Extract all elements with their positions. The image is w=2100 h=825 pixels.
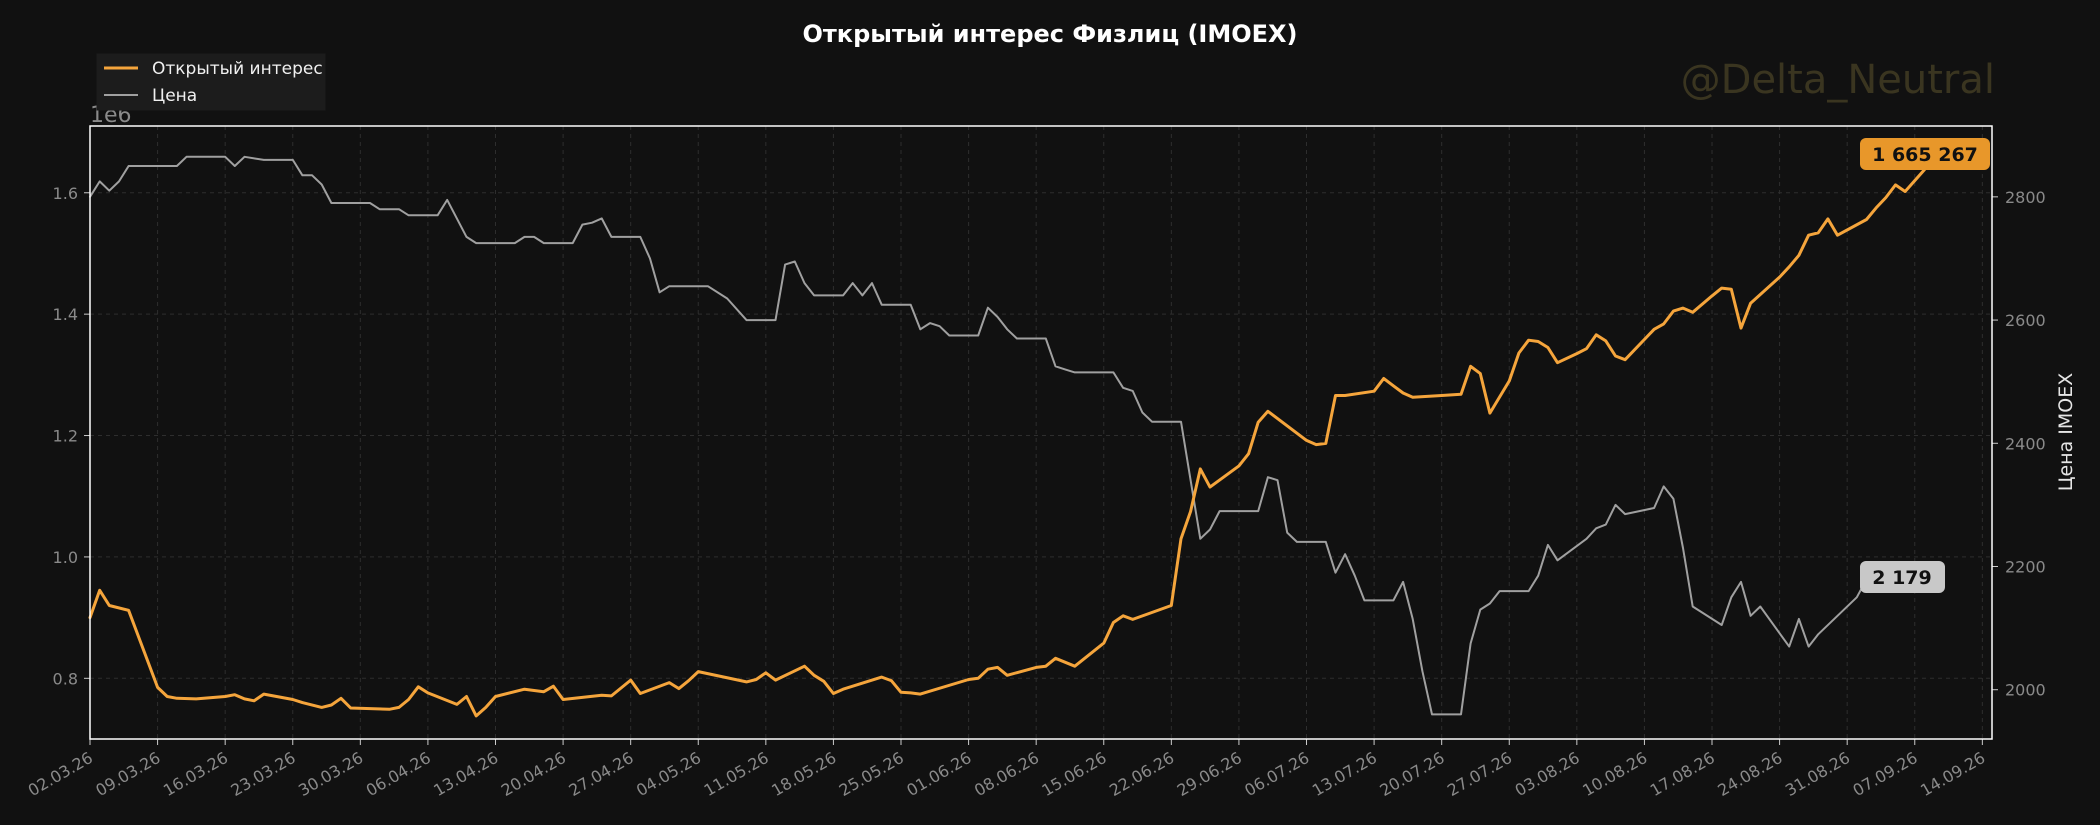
legend-box [96, 53, 326, 111]
watermark: @Delta_Neutral [1681, 57, 1995, 103]
price-last-badge: 2 179 [1860, 561, 1945, 593]
plot-frame [89, 125, 1993, 740]
y-left-tick-label: 1.2 [53, 427, 78, 446]
series-line-price [89, 155, 1868, 716]
y-left-tick-label: 1.6 [53, 184, 78, 203]
y-right-tick-label: 2000 [2005, 681, 2046, 700]
chart-title: Открытый интерес Физлиц (IMOEX) [802, 20, 1297, 48]
y-left-tick-label: 1.4 [53, 305, 78, 324]
y-right-tick-label: 2600 [2005, 311, 2046, 330]
series-layer [88, 151, 1936, 718]
legend: Открытый интерес Цена [96, 53, 326, 111]
price-badge-text: 2 179 [1872, 567, 1932, 589]
grid [89, 126, 1992, 739]
price-badge-box [1860, 561, 1945, 593]
oi-badge-box [1860, 138, 1990, 170]
y-right-tick-label: 2400 [2005, 434, 2046, 453]
legend-label-oi: Открытый интерес [152, 59, 323, 79]
right-axis-label: Цена IMOEX [2055, 373, 2077, 492]
series-line-open-interest [88, 151, 1936, 718]
y-left-tick-label: 1.0 [53, 548, 78, 567]
oi-last-badge: 1 665 267 [1860, 138, 1990, 170]
oi-badge-text: 1 665 267 [1872, 144, 1978, 166]
right-axis-ticks: 2000 2200 2400 2600 2800 [1992, 188, 2046, 700]
legend-label-price: Цена [152, 86, 197, 106]
y-left-tick-label: 0.8 [53, 669, 78, 688]
y-right-tick-label: 2800 [2005, 188, 2046, 207]
left-axis-ticks: 0.8 1.0 1.2 1.4 1.6 [53, 184, 90, 688]
y-right-tick-label: 2200 [2005, 557, 2046, 576]
